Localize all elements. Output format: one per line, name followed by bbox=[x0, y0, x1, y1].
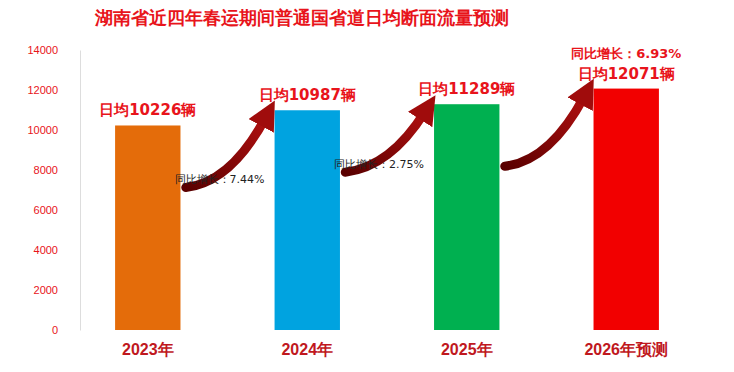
arrow bbox=[505, 97, 584, 167]
y-tick: 2000 bbox=[34, 284, 80, 296]
y-tick: 12000 bbox=[27, 84, 80, 96]
x-tick-label: 2025年 bbox=[441, 341, 493, 358]
bar bbox=[115, 125, 180, 330]
data-label: 日均10987辆 bbox=[259, 86, 356, 104]
x-tick: 2026年预测 bbox=[584, 330, 668, 358]
annotations: 同比增长：7.44% 同比增长：2.75% 同比增长：6.93% bbox=[175, 46, 682, 187]
data-label: 日均12071辆 bbox=[578, 65, 675, 83]
x-tick: 2024年 bbox=[281, 330, 333, 358]
x-tick: 2023年 bbox=[122, 330, 174, 358]
bars bbox=[115, 89, 659, 330]
annotation: 同比增长：2.75% bbox=[334, 158, 424, 171]
y-tick-label: 8000 bbox=[34, 164, 58, 176]
y-tick: 10000 bbox=[27, 124, 80, 136]
x-tick-label: 2023年 bbox=[122, 341, 174, 358]
y-tick-label: 12000 bbox=[27, 84, 58, 96]
y-tick-label: 0 bbox=[52, 324, 58, 336]
y-tick-label: 4000 bbox=[34, 244, 58, 256]
y-axis-line bbox=[80, 51, 81, 331]
x-tick-label: 2024年 bbox=[281, 341, 333, 358]
y-tick: 14000 bbox=[27, 44, 80, 56]
bar bbox=[594, 89, 659, 330]
y-tick: 8000 bbox=[34, 164, 80, 176]
annotation: 同比增长：6.93% bbox=[571, 46, 681, 61]
y-tick-label: 2000 bbox=[34, 284, 58, 296]
annotation: 同比增长：7.44% bbox=[175, 173, 265, 186]
title: 湖南省近四年春运期间普通国省道日均断面流量预测 bbox=[94, 7, 509, 28]
y-tick: 0 bbox=[52, 324, 80, 336]
y-tick: 4000 bbox=[34, 244, 80, 256]
x-tick-label: 2026年预测 bbox=[584, 341, 668, 358]
chart: 湖南省近四年春运期间普通国省道日均断面流量预测 0 2000 4000 6000 8000… bbox=[0, 0, 734, 372]
data-label: 日均10226辆 bbox=[99, 101, 196, 119]
x-tick: 2025年 bbox=[441, 330, 493, 358]
y-tick-label: 10000 bbox=[27, 124, 58, 136]
y-axis: 0 2000 4000 6000 8000 10000 12000 14000 bbox=[27, 44, 80, 336]
x-axis: 2023年 2024年 2025年 2026年预测 bbox=[122, 330, 668, 358]
y-tick-label: 6000 bbox=[34, 204, 58, 216]
plot: 020004000600080001000012000140002023年202… bbox=[27, 44, 681, 358]
y-tick: 6000 bbox=[34, 204, 80, 216]
data-labels: 日均10226辆 日均10987辆 日均11289辆 日均12071辆 bbox=[99, 65, 675, 120]
data-label: 日均11289辆 bbox=[418, 80, 515, 98]
y-tick-label: 14000 bbox=[27, 44, 58, 56]
bar bbox=[434, 104, 499, 330]
bar bbox=[275, 110, 340, 330]
